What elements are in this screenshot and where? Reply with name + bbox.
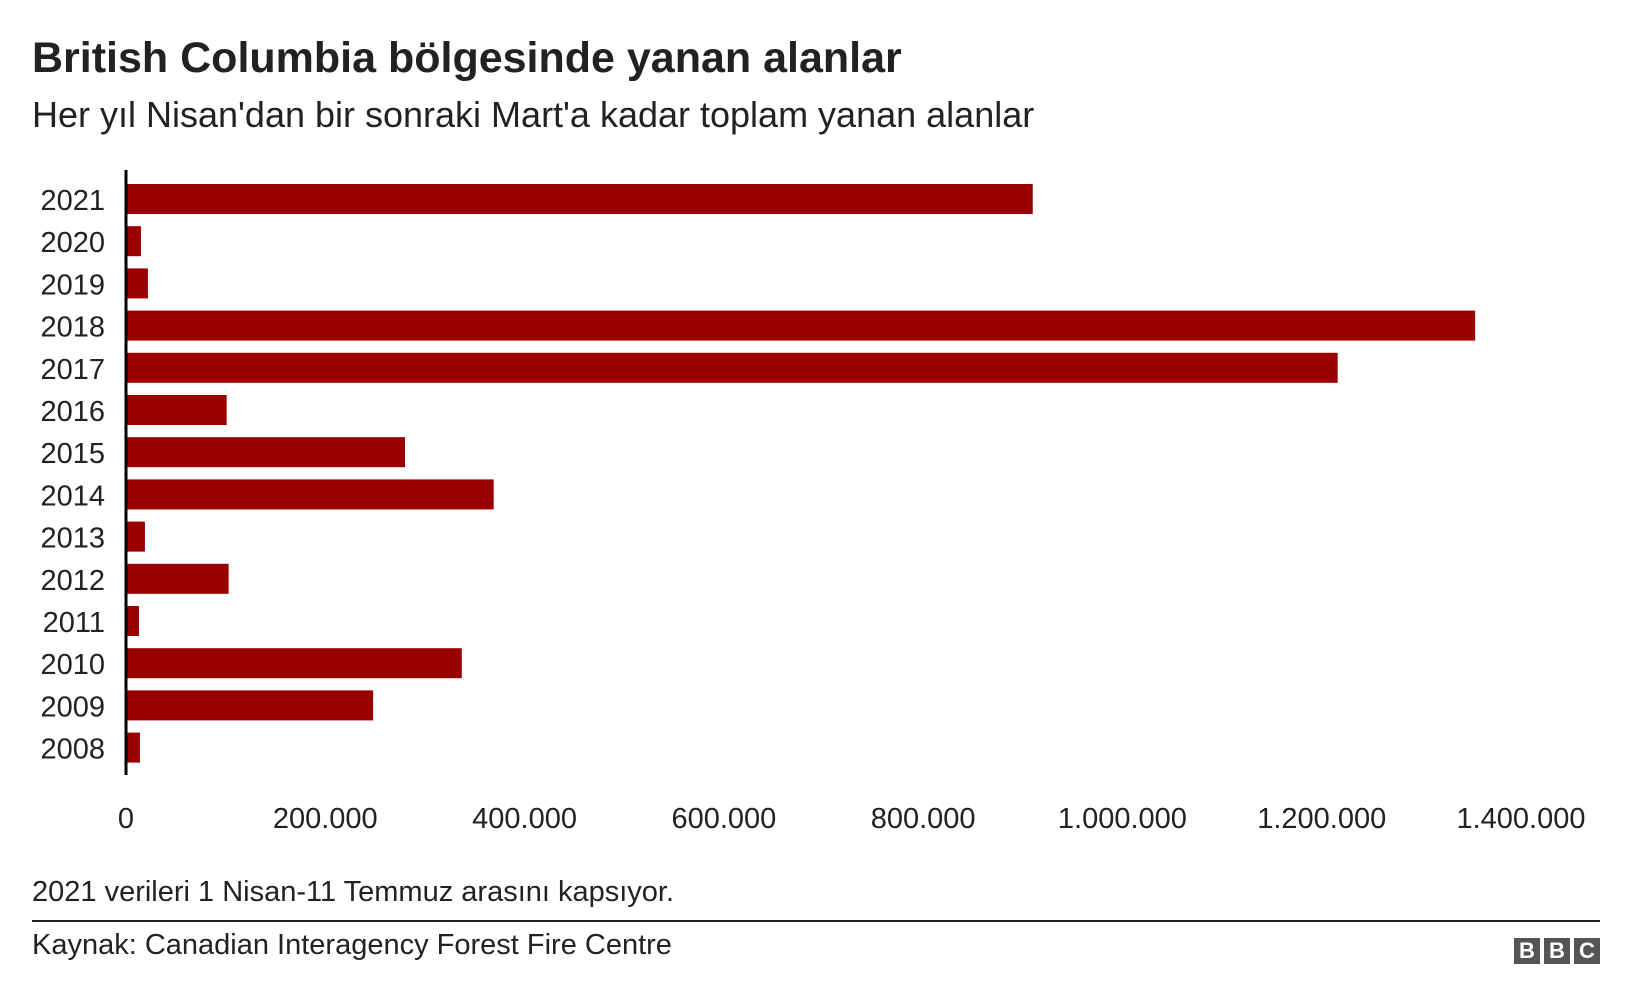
x-tick-label: 400.000 bbox=[472, 803, 577, 835]
y-tick-label: 2018 bbox=[40, 312, 105, 344]
chart-title: British Columbia bölgesinde yanan alanla… bbox=[32, 34, 902, 82]
y-tick-label: 2010 bbox=[40, 649, 105, 681]
x-tick-label: 1.400.000 bbox=[1456, 803, 1585, 835]
y-tick-label: 2016 bbox=[40, 396, 105, 428]
x-tick-label: 200.000 bbox=[273, 803, 378, 835]
bar-2014 bbox=[126, 479, 494, 510]
footnote: 2021 verileri 1 Nisan-11 Temmuz arasını … bbox=[32, 876, 675, 908]
bar-2018 bbox=[126, 310, 1476, 341]
bbc-logo-letter: B bbox=[1544, 938, 1570, 964]
chart-subtitle: Her yıl Nisan'dan bir sonraki Mart'a kad… bbox=[32, 94, 1035, 135]
bar-2010 bbox=[126, 648, 462, 679]
y-tick-label: 2015 bbox=[40, 438, 105, 470]
bbc-logo-letter: B bbox=[1514, 938, 1540, 964]
bbc-logo-letter: C bbox=[1574, 938, 1600, 964]
bar-2017 bbox=[126, 352, 1338, 383]
y-tick-label: 2021 bbox=[40, 185, 105, 217]
x-tick-label: 800.000 bbox=[871, 803, 976, 835]
x-tick-label: 1.200.000 bbox=[1257, 803, 1386, 835]
bbc-logo: B B C bbox=[1514, 938, 1600, 964]
bar-2013 bbox=[126, 521, 145, 552]
bar-2016 bbox=[126, 395, 227, 425]
x-tick-label: 0 bbox=[118, 803, 134, 835]
bar-2012 bbox=[126, 563, 229, 594]
y-tick-label: 2017 bbox=[40, 354, 105, 386]
bar-chart: 2021 2020 2019 2018 2017 2016 2015 2014 2013 2012… bbox=[40, 170, 1586, 835]
bar-2011 bbox=[126, 606, 139, 636]
source-credit: Kaynak: Canadian Interagency Forest Fire… bbox=[32, 929, 672, 961]
bar-2019 bbox=[126, 268, 148, 299]
y-tick-label: 2019 bbox=[40, 269, 105, 301]
y-tick-label: 2014 bbox=[40, 480, 105, 512]
y-tick-label: 2012 bbox=[40, 565, 105, 597]
y-tick-label: 2020 bbox=[40, 227, 105, 259]
bar-2008 bbox=[126, 732, 140, 763]
y-tick-label: 2013 bbox=[40, 523, 105, 555]
footer-divider bbox=[32, 920, 1600, 922]
y-tick-label: 2008 bbox=[40, 734, 105, 766]
bar-2009 bbox=[126, 690, 374, 721]
x-tick-label: 1.000.000 bbox=[1058, 803, 1187, 835]
y-tick-label: 2011 bbox=[43, 607, 105, 639]
bar-2021 bbox=[126, 184, 1033, 214]
bar-2020 bbox=[126, 226, 141, 257]
bar-2015 bbox=[126, 437, 405, 468]
y-tick-label: 2009 bbox=[40, 691, 105, 723]
x-tick-label: 600.000 bbox=[671, 803, 776, 835]
